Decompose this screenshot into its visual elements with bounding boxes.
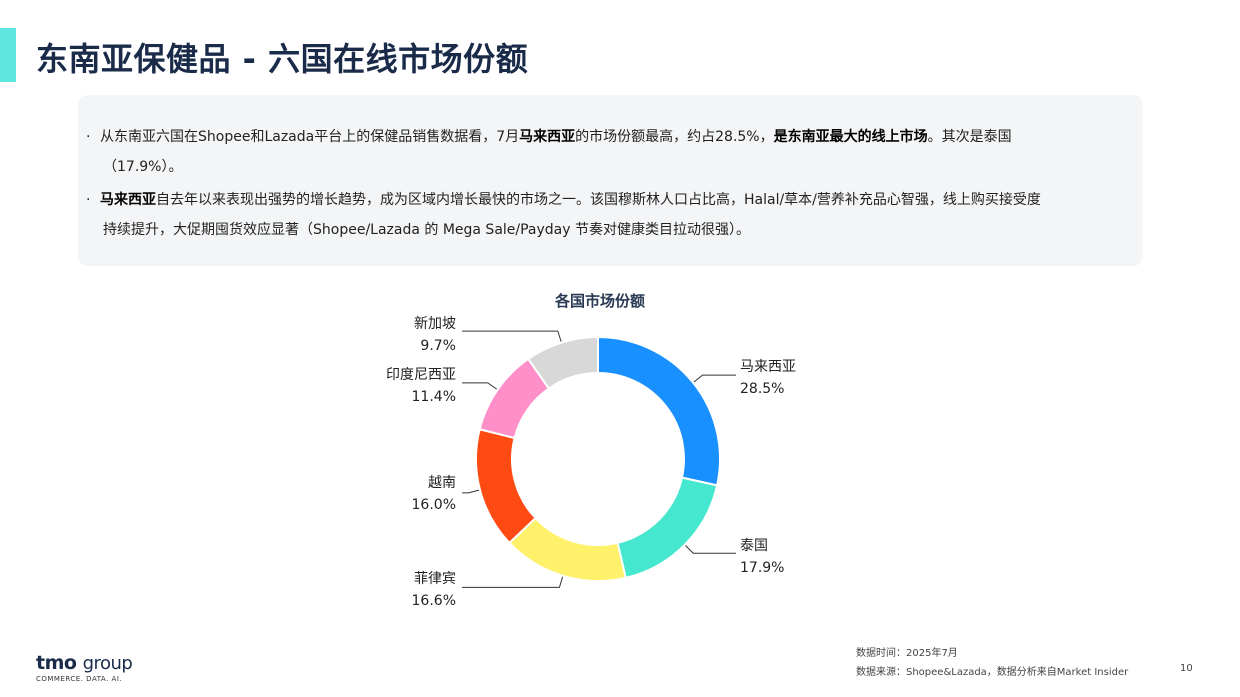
donut-slice	[597, 335, 721, 487]
logo-tagline: COMMERCE. DATA. AI.	[36, 675, 123, 683]
leader-line	[462, 330, 562, 342]
donut-slice	[526, 335, 599, 390]
bullet1-text-2: 的市场份额最高，约占28.5%，	[575, 129, 774, 145]
logo-group-text: group	[82, 653, 133, 674]
leader-line	[693, 374, 736, 383]
slice-label-value: 16.6%	[412, 593, 456, 609]
slice-label-name: 菲律宾	[414, 571, 456, 587]
leader-line	[685, 545, 736, 554]
bullet1-text-3: 。其次是泰国	[927, 129, 1012, 145]
leader-line	[462, 576, 564, 588]
bullet1-bold-2: 是东南亚最大的线上市场	[773, 129, 928, 145]
slice-label-name: 新加坡	[414, 316, 456, 332]
bullet1-bold-1: 马来西亚	[519, 129, 576, 145]
page-title: 东南亚保健品 - 六国在线市场份额	[36, 40, 529, 78]
slice-label-name: 印度尼西亚	[386, 367, 456, 383]
logo-main-text: tmo	[36, 652, 77, 674]
summary-bullet-2: · 马来西亚自去年以来表现出强势的增长趋势，成为区域内增长最快的市场之一。该国穆斯…	[86, 185, 1136, 245]
bullet2-line2: 持续提升，大促期囤货效应显著（Shopee/Lazada 的 Mega Sale…	[103, 222, 750, 238]
leader-line	[462, 382, 498, 390]
slice-label-value: 9.7%	[420, 338, 456, 354]
bullet1-text-1: 从东南亚六国在Shopee和Lazada平台上的保健品销售数据看，7月	[100, 129, 520, 145]
slice-label-name: 泰国	[740, 538, 768, 554]
donut-slice	[475, 428, 537, 545]
bullet-marker: ·	[86, 129, 91, 145]
slice-label-name: 马来西亚	[740, 359, 796, 375]
data-source-note: 数据来源：Shopee&Lazada，数据分析来自Market Insider	[856, 667, 1129, 678]
summary-bullet-1: · 从东南亚六国在Shopee和Lazada平台上的保健品销售数据看，7月马来西亚…	[86, 122, 1136, 182]
slice-label-value: 28.5%	[740, 381, 784, 397]
page-number: 10	[1180, 663, 1193, 674]
slice-label-name: 越南	[428, 475, 456, 491]
chart-title: 各国市场份额	[554, 292, 645, 310]
summary-box: · 从东南亚六国在Shopee和Lazada平台上的保健品销售数据看，7月马来西亚…	[78, 95, 1143, 266]
donut-slice	[616, 476, 719, 580]
leader-line	[462, 489, 480, 494]
bullet2-bold-1: 马来西亚	[100, 192, 156, 208]
company-logo: tmo group COMMERCE. DATA. AI.	[36, 652, 133, 683]
slice-label-value: 11.4%	[412, 389, 456, 405]
slice-label-value: 17.9%	[740, 560, 784, 576]
data-time-note: 数据时间：2025年7月	[856, 648, 958, 659]
bullet-marker: ·	[86, 192, 91, 208]
slice-label-value: 16.0%	[412, 497, 456, 513]
bullet1-line2: （17.9%）。	[103, 159, 183, 175]
bullet2-text-1: 自去年以来表现出强势的增长趋势，成为区域内增长最快的市场之一。该国穆斯林人口占比…	[156, 192, 1041, 208]
title-accent-bar	[0, 28, 16, 82]
